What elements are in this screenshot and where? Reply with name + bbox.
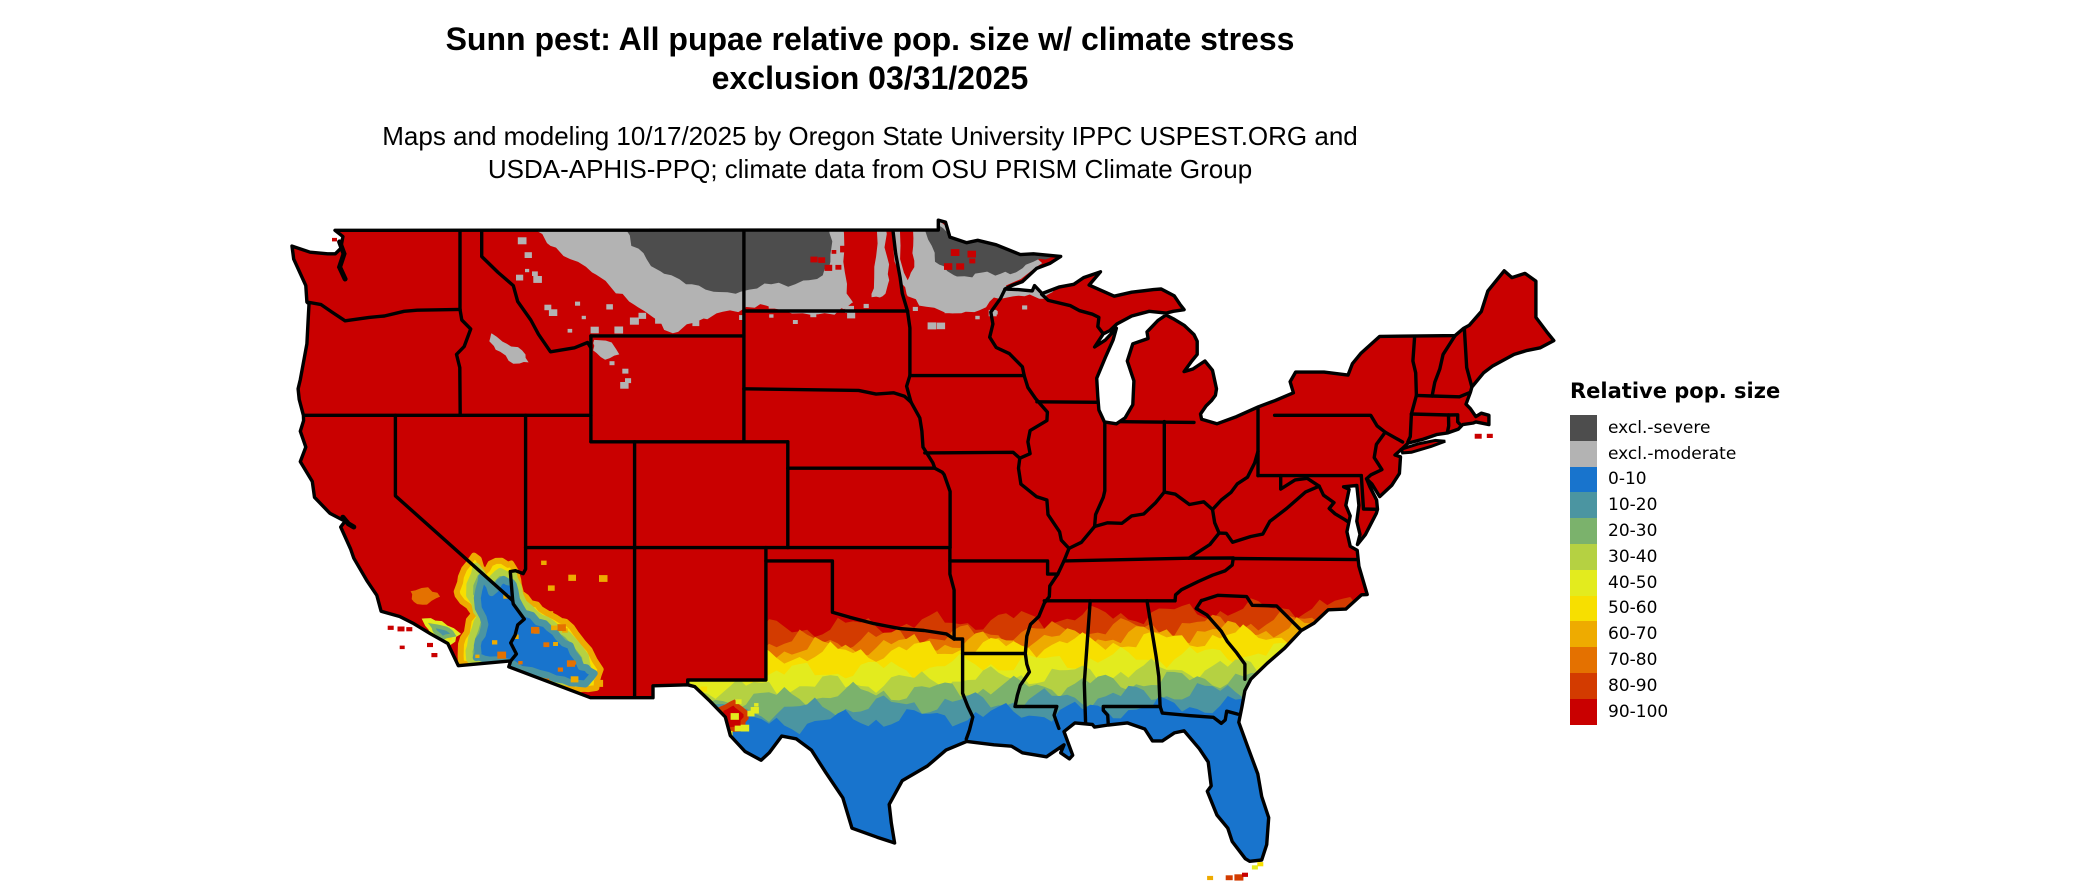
legend-label: 0-10 [1608, 469, 1647, 490]
legend-entry: excl.-severe [1570, 415, 1780, 441]
page-title: Sunn pest: All pupae relative pop. size … [0, 20, 1740, 98]
legend-entry: 0-10 [1570, 466, 1780, 493]
legend-swatch [1570, 647, 1597, 673]
legend-swatch [1570, 466, 1597, 493]
legend-label: excl.-severe [1608, 417, 1711, 438]
legend-entry: 20-30 [1570, 518, 1780, 544]
legend-entry: 70-80 [1570, 647, 1780, 673]
islands [332, 237, 1493, 881]
legend-entry: 80-90 [1570, 672, 1780, 699]
legend-label: 50-60 [1608, 598, 1658, 619]
legend-label: 10-20 [1608, 495, 1658, 516]
bay-marks [336, 239, 357, 530]
legend-swatch [1570, 518, 1597, 544]
legend-entry: 30-40 [1570, 543, 1780, 570]
legend-label: 60-70 [1608, 624, 1658, 645]
legend-swatch [1570, 621, 1597, 648]
title-line-2: exclusion 03/31/2025 [711, 60, 1029, 96]
legend-entry: 60-70 [1570, 621, 1780, 648]
legend-title: Relative pop. size [1570, 379, 1781, 403]
page-subtitle: Maps and modeling 10/17/2025 by Oregon S… [0, 120, 1740, 186]
legend-entry: 40-50 [1570, 569, 1780, 596]
legend-label: excl.-moderate [1608, 443, 1737, 464]
legend-entry: excl.-moderate [1570, 440, 1780, 467]
legend-swatch [1570, 595, 1597, 622]
legend: Relative pop. size excl.-severe excl.-mod… [1570, 380, 1780, 725]
legend-label: 30-40 [1608, 546, 1658, 567]
state-borders [301, 228, 1474, 741]
title-line-1: Sunn pest: All pupae relative pop. size … [445, 21, 1295, 57]
legend-swatch [1570, 415, 1597, 441]
us-outline [290, 218, 1556, 863]
legend-label: 70-80 [1608, 650, 1658, 671]
legend-entry: 50-60 [1570, 595, 1780, 622]
legend-entry: 10-20 [1570, 492, 1780, 519]
legend-rows: excl.-severe excl.-moderate 0-10 10-20 20-30… [1570, 415, 1780, 725]
legend-entry: 90-100 [1570, 698, 1780, 725]
legend-label: 40-50 [1608, 572, 1658, 593]
legend-swatch [1570, 492, 1597, 519]
legend-swatch [1570, 543, 1597, 570]
legend-swatch [1570, 440, 1597, 467]
legend-swatch [1570, 698, 1597, 725]
legend-label: 80-90 [1608, 675, 1658, 696]
legend-label: 20-30 [1608, 521, 1658, 542]
legend-swatch [1570, 672, 1597, 699]
subtitle-line-1: Maps and modeling 10/17/2025 by Oregon S… [382, 121, 1358, 151]
legend-swatch [1570, 569, 1597, 596]
legend-label: 90-100 [1608, 701, 1669, 722]
subtitle-line-2: USDA-APHIS-PPQ; climate data from OSU PR… [487, 154, 1253, 184]
